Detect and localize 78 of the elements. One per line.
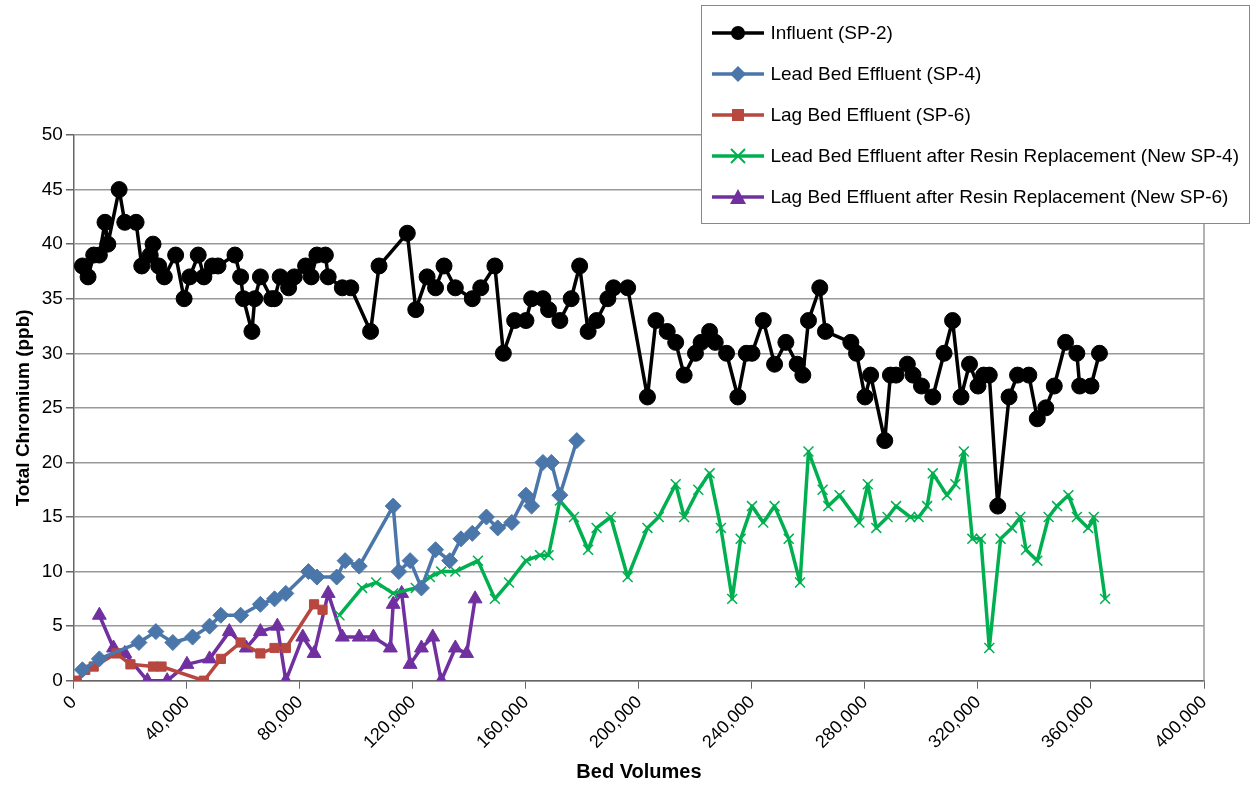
point	[551, 486, 569, 504]
legend-label: Lead Bed Effluent after Resin Replacement (New SP-4)	[770, 144, 1239, 168]
point	[384, 497, 402, 515]
point	[523, 497, 541, 515]
point	[91, 606, 107, 620]
legend-label: Lag Bed Effluent after Resin Replacement (New SP-6)	[770, 185, 1229, 209]
point	[295, 628, 311, 642]
legend-label: Lead Bed Effluent (SP-4)	[770, 62, 982, 86]
point	[517, 486, 535, 504]
y-tick-label: 45	[41, 177, 63, 199]
point	[382, 639, 398, 653]
x-axis-title: Bed Volumes	[576, 759, 702, 782]
point	[477, 508, 495, 526]
y-tick-label: 50	[41, 123, 63, 145]
point	[164, 634, 182, 652]
point	[156, 661, 167, 672]
y-tick-label: 20	[41, 450, 63, 472]
point	[308, 568, 326, 586]
y-axis-title: Total Chromium (ppb)	[11, 309, 33, 507]
y-tick-label: 30	[41, 341, 63, 363]
point	[351, 628, 367, 642]
point	[212, 606, 230, 624]
point	[336, 552, 354, 570]
point	[317, 604, 328, 615]
point	[328, 568, 346, 586]
point	[147, 623, 165, 641]
y-tick-label: 15	[41, 505, 63, 527]
point	[467, 590, 483, 604]
point	[179, 655, 195, 669]
point	[251, 595, 269, 613]
point	[201, 617, 219, 635]
point	[503, 513, 521, 531]
point	[232, 606, 250, 624]
point	[269, 617, 285, 631]
point	[215, 653, 226, 664]
point	[280, 642, 291, 654]
point	[350, 557, 368, 575]
point	[255, 648, 266, 659]
legend-label: Lag Bed Effluent (SP-6)	[770, 103, 971, 127]
y-tick-label: 35	[41, 286, 63, 308]
y-tick-label: 10	[41, 559, 63, 581]
point	[412, 579, 430, 597]
point	[402, 655, 418, 669]
point	[459, 644, 475, 658]
point	[306, 644, 322, 658]
point	[130, 634, 148, 652]
point	[447, 639, 463, 653]
point	[334, 628, 350, 642]
point	[401, 552, 419, 570]
point	[390, 563, 408, 581]
legend-label: Influent (SP-2)	[770, 21, 893, 45]
point	[568, 432, 586, 450]
point	[308, 599, 320, 610]
point	[414, 639, 429, 653]
point	[235, 637, 246, 648]
point	[463, 524, 481, 542]
point	[252, 623, 268, 637]
point	[385, 595, 401, 609]
point	[221, 623, 237, 637]
point	[90, 650, 108, 668]
point	[184, 628, 202, 646]
point	[425, 628, 441, 642]
y-tick-label: 5	[52, 614, 63, 636]
point	[269, 642, 280, 654]
point	[266, 590, 284, 608]
y-tick-label: 40	[41, 232, 63, 254]
point	[277, 584, 295, 602]
point	[427, 541, 445, 559]
point	[452, 530, 470, 548]
y-tick-label: 0	[52, 668, 63, 690]
point	[320, 584, 336, 598]
point	[489, 519, 507, 537]
point	[202, 650, 217, 664]
point	[125, 659, 136, 670]
y-tick-label: 25	[41, 396, 63, 418]
point	[441, 552, 459, 570]
point	[365, 628, 381, 642]
point	[73, 661, 91, 679]
